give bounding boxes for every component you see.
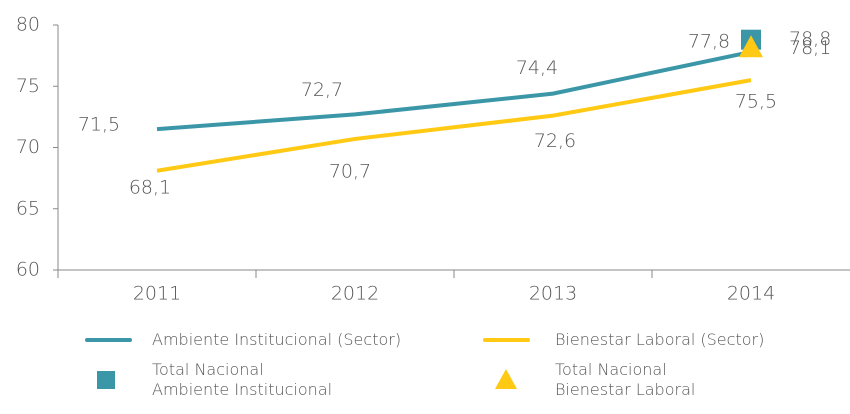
plot: 60 65 70 75 80 2011 2012 2013 2014 71,5 72,7 74,4 77…: [16, 14, 850, 301]
data-label: 71,5: [78, 114, 120, 136]
series-line: [156, 49, 752, 132]
data-label: 78,1: [789, 37, 831, 59]
legend-label: Bienestar Laboral (Sector): [555, 330, 765, 349]
data-label: 74,4: [516, 57, 558, 79]
marker-triangle: [739, 35, 763, 58]
data-label: 70,7: [329, 160, 371, 182]
data-label: 72,7: [301, 79, 343, 101]
data-label: 78,8: [789, 28, 831, 50]
x-tick-label: 2012: [331, 283, 379, 301]
y-tick-label: 65: [16, 197, 40, 219]
x-tick-label: 2011: [133, 283, 181, 301]
legend-label: Ambiente Institucional (Sector): [152, 330, 402, 349]
y-tick-label: 75: [16, 75, 40, 97]
legend-label: Total Nacional Ambiente Institucional: [152, 360, 333, 399]
y-tick-label: 70: [16, 136, 40, 158]
legend-swatch: [97, 371, 115, 389]
x-tick-label: 2013: [529, 283, 577, 301]
legend-swatch: [495, 369, 517, 389]
data-label: 77,8: [688, 30, 730, 52]
legend-swatch: [85, 338, 132, 342]
data-label: 68,1: [129, 176, 171, 198]
data-label: 75,5: [735, 91, 777, 113]
x-tick-label: 2014: [727, 283, 775, 301]
legend-swatch: [483, 338, 530, 342]
y-tick-label: 80: [16, 14, 40, 36]
legend-label: Total Nacional Bienestar Laboral: [555, 360, 696, 399]
series-line: [156, 78, 752, 173]
data-label: 72,6: [534, 130, 576, 152]
y-tick-label: 60: [16, 259, 40, 281]
